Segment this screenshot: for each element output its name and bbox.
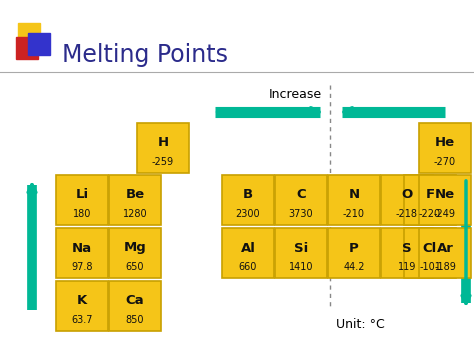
Bar <box>56 281 108 331</box>
Text: Al: Al <box>241 241 255 255</box>
Bar <box>28 33 50 55</box>
Text: C: C <box>296 189 306 202</box>
Text: Cl: Cl <box>423 241 437 255</box>
Text: Si: Si <box>294 241 308 255</box>
Bar <box>222 175 274 225</box>
Bar <box>328 228 380 278</box>
Text: -189: -189 <box>434 262 456 272</box>
Text: 650: 650 <box>126 262 144 272</box>
Text: Melting Points: Melting Points <box>62 43 228 67</box>
Bar <box>56 175 108 225</box>
Text: N: N <box>348 189 360 202</box>
Text: 2300: 2300 <box>236 209 260 219</box>
Bar <box>56 228 108 278</box>
Bar <box>109 175 161 225</box>
Text: 850: 850 <box>126 315 144 325</box>
Text: F: F <box>426 189 435 202</box>
Bar <box>275 175 327 225</box>
Text: 3730: 3730 <box>289 209 313 219</box>
Text: 63.7: 63.7 <box>71 315 93 325</box>
Text: H: H <box>157 137 169 149</box>
Bar <box>109 228 161 278</box>
Text: Li: Li <box>75 189 89 202</box>
Text: Mg: Mg <box>124 241 146 255</box>
Text: Increase: Increase <box>268 88 321 102</box>
Text: 44.2: 44.2 <box>343 262 365 272</box>
Bar <box>404 228 456 278</box>
Text: 97.8: 97.8 <box>71 262 93 272</box>
Text: 1410: 1410 <box>289 262 313 272</box>
Bar <box>328 175 380 225</box>
Bar <box>137 123 189 173</box>
Text: 660: 660 <box>239 262 257 272</box>
Text: -270: -270 <box>434 157 456 167</box>
Bar <box>419 228 471 278</box>
Text: P: P <box>349 241 359 255</box>
Bar <box>222 228 274 278</box>
Text: -210: -210 <box>343 209 365 219</box>
Text: He: He <box>435 137 455 149</box>
Bar <box>419 175 471 225</box>
Text: Ar: Ar <box>437 241 454 255</box>
Text: B: B <box>243 189 253 202</box>
Text: Unit: °C: Unit: °C <box>336 318 384 332</box>
Text: Ne: Ne <box>435 189 455 202</box>
Bar <box>275 228 327 278</box>
Text: O: O <box>401 189 413 202</box>
Bar <box>381 228 433 278</box>
Text: -218: -218 <box>396 209 418 219</box>
Text: Na: Na <box>72 241 92 255</box>
Text: -220: -220 <box>419 209 441 219</box>
Text: 119: 119 <box>398 262 416 272</box>
Bar <box>16 37 38 59</box>
Bar <box>109 281 161 331</box>
Text: K: K <box>77 295 87 307</box>
Text: Be: Be <box>126 189 145 202</box>
Text: S: S <box>402 241 412 255</box>
Text: Ca: Ca <box>126 295 144 307</box>
Bar <box>381 175 433 225</box>
Text: -259: -259 <box>152 157 174 167</box>
Text: 1280: 1280 <box>123 209 147 219</box>
Text: -249: -249 <box>434 209 456 219</box>
Bar <box>18 23 40 45</box>
Text: -101: -101 <box>419 262 441 272</box>
Bar <box>404 175 456 225</box>
Bar <box>419 123 471 173</box>
Text: 180: 180 <box>73 209 91 219</box>
